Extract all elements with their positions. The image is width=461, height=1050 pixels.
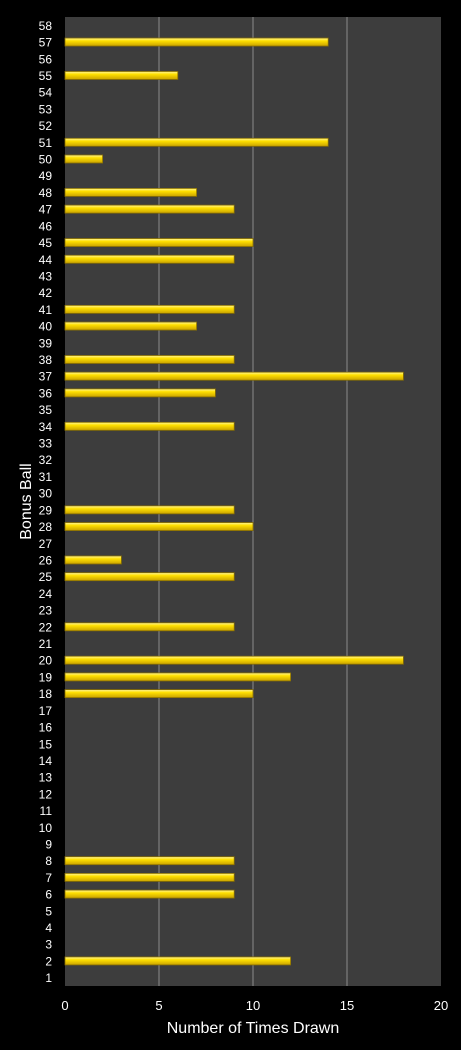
y-tick-label: 33 <box>39 437 53 451</box>
y-tick-label: 21 <box>39 637 53 651</box>
y-tick-label: 42 <box>39 286 53 300</box>
bar-ball-20 <box>64 655 404 665</box>
y-tick-label: 8 <box>45 854 52 868</box>
bar-ball-22 <box>64 622 235 632</box>
bar-ball-2 <box>64 956 292 966</box>
y-tick-label: 7 <box>45 871 52 885</box>
y-tick-label: 47 <box>39 203 53 217</box>
y-tick-label: 23 <box>39 604 53 618</box>
y-tick-label: 54 <box>39 86 53 100</box>
y-tick-label: 35 <box>39 403 53 417</box>
bars <box>64 37 404 966</box>
bar-ball-37 <box>64 371 404 381</box>
y-tick-label: 15 <box>39 737 53 751</box>
y-tick-label: 1 <box>45 971 52 985</box>
y-tick-label: 57 <box>39 36 53 50</box>
y-tick-label: 12 <box>39 787 53 801</box>
bar-ball-48 <box>64 188 198 197</box>
y-tick-label: 31 <box>39 470 53 484</box>
x-tick-label: 5 <box>155 998 162 1013</box>
bar-ball-18 <box>64 689 254 699</box>
y-tick-label: 58 <box>39 19 53 33</box>
bar-ball-50 <box>64 154 103 164</box>
y-tick-label: 49 <box>39 169 53 183</box>
y-tick-label: 53 <box>39 102 53 116</box>
bar-ball-29 <box>64 505 235 515</box>
y-tick-label: 9 <box>45 837 52 851</box>
y-tick-label: 55 <box>39 69 53 83</box>
y-tick-label: 3 <box>45 938 52 952</box>
y-tick-label: 25 <box>39 570 53 584</box>
y-tick-label: 36 <box>39 386 53 400</box>
x-tick-label: 10 <box>246 998 260 1013</box>
bar-ball-36 <box>64 388 216 398</box>
y-tick-label: 5 <box>45 904 52 918</box>
y-tick-label: 30 <box>39 487 53 501</box>
gridlines <box>158 17 348 986</box>
y-tick-label: 37 <box>39 370 53 384</box>
bar-ball-28 <box>64 522 254 531</box>
y-tick-label: 17 <box>39 704 53 718</box>
y-tick-label: 39 <box>39 336 53 350</box>
y-tick-label: 4 <box>45 921 52 935</box>
y-tick-label: 32 <box>39 453 53 467</box>
y-tick-label: 29 <box>39 503 53 517</box>
bar-ball-44 <box>64 254 235 264</box>
y-tick-label: 16 <box>39 721 53 735</box>
y-tick-label: 51 <box>39 136 53 150</box>
y-tick-label: 28 <box>39 520 53 534</box>
y-tick-label: 13 <box>39 771 53 785</box>
bar-ball-34 <box>64 421 235 431</box>
bar-ball-45 <box>64 238 254 247</box>
y-tick-label: 26 <box>39 553 53 567</box>
x-tick-label: 0 <box>61 998 68 1013</box>
y-tick-label: 20 <box>39 654 53 668</box>
y-tick-label: 45 <box>39 236 53 250</box>
bar-ball-47 <box>64 204 235 214</box>
bar-ball-25 <box>64 572 235 582</box>
bar-ball-19 <box>64 672 292 682</box>
y-tick-label: 43 <box>39 269 53 283</box>
bar-ball-41 <box>64 304 235 314</box>
y-tick-label: 56 <box>39 52 53 66</box>
y-tick-label: 18 <box>39 687 53 701</box>
y-tick-label: 10 <box>39 821 53 835</box>
y-tick-label: 40 <box>39 320 53 334</box>
bar-ball-57 <box>64 37 329 47</box>
bar-ball-26 <box>64 555 122 565</box>
y-tick-labels: 1234567891011121314151617181920212223242… <box>39 19 53 985</box>
bar-ball-38 <box>64 355 235 364</box>
bar-ball-6 <box>64 889 235 899</box>
bar-ball-51 <box>64 137 329 147</box>
y-tick-label: 41 <box>39 303 53 317</box>
y-tick-label: 48 <box>39 186 53 200</box>
bar-ball-40 <box>64 321 198 331</box>
y-tick-label: 50 <box>39 153 53 167</box>
y-tick-label: 24 <box>39 587 53 601</box>
y-tick-label: 2 <box>45 954 52 968</box>
bar-ball-55 <box>64 71 179 80</box>
y-tick-label: 14 <box>39 754 53 768</box>
y-tick-label: 22 <box>39 620 53 634</box>
y-tick-label: 27 <box>39 537 53 551</box>
y-tick-label: 52 <box>39 119 53 133</box>
bar-ball-8 <box>64 856 235 866</box>
y-tick-label: 38 <box>39 353 53 367</box>
y-tick-label: 19 <box>39 670 53 684</box>
x-tick-labels: 0 5 10 15 20 <box>61 998 448 1013</box>
y-tick-label: 46 <box>39 219 53 233</box>
y-tick-label: 44 <box>39 253 53 267</box>
x-tick-label: 15 <box>340 998 354 1013</box>
x-axis-title: Number of Times Drawn <box>167 1020 340 1037</box>
x-tick-label: 20 <box>434 998 448 1013</box>
y-tick-label: 11 <box>40 804 53 818</box>
y-axis-title: Bonus Ball <box>18 463 35 540</box>
bar-ball-7 <box>64 873 235 882</box>
y-tick-label: 6 <box>45 888 52 902</box>
y-tick-label: 34 <box>39 420 53 434</box>
